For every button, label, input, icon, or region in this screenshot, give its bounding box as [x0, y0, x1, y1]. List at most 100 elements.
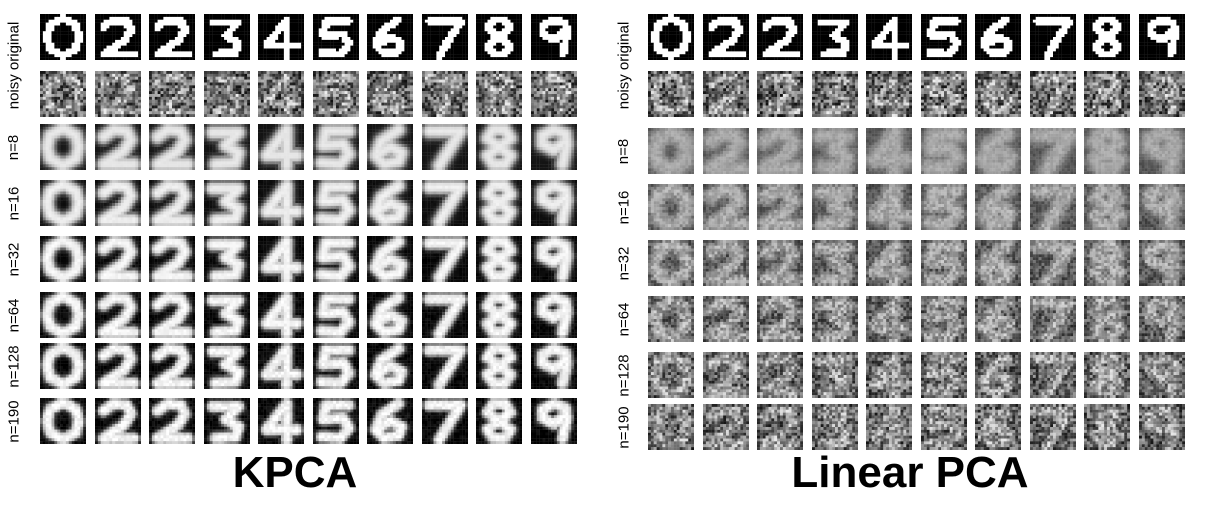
digit-image-2 [94, 398, 141, 444]
digit-image-9 [530, 124, 577, 170]
digit-image-8 [1084, 14, 1130, 60]
row-label-text: n=128 [6, 345, 23, 387]
digit-image-7 [421, 124, 468, 170]
row-label-n-64: n=64 [0, 292, 28, 338]
digit-image-2 [702, 128, 749, 174]
digit-image-6 [975, 184, 1021, 230]
digit-image-2 [757, 296, 803, 342]
row-label-noisy-original: noisy original [610, 14, 638, 117]
digit-image-2 [94, 124, 141, 170]
digit-image-9 [1138, 128, 1185, 174]
row-label-text: n=16 [6, 186, 23, 220]
digit-image-7 [1029, 404, 1076, 450]
digit-image-5 [312, 71, 359, 117]
digit-image-2 [757, 352, 803, 398]
digit-image-5 [312, 292, 359, 338]
digit-image-5 [920, 404, 967, 450]
digit-image-7 [421, 71, 468, 117]
row-label-text: noisy original [6, 22, 23, 110]
digit-image-6 [975, 14, 1021, 60]
digit-image-6 [367, 124, 413, 170]
digit-image-2 [702, 296, 749, 342]
row-label-text: n=64 [6, 298, 23, 332]
row-label-text: n=64 [616, 302, 633, 336]
digit-image-8 [476, 124, 522, 170]
digit-image-8 [1084, 352, 1130, 398]
digit-image-0 [40, 71, 86, 117]
row-label-n-64: n=64 [610, 296, 638, 342]
row-label-text: n=32 [6, 242, 23, 276]
digit-image-0 [648, 184, 694, 230]
digit-image-7 [1029, 128, 1076, 174]
row-label-text: n=16 [616, 190, 633, 224]
digit-image-9 [530, 180, 577, 226]
digit-image-5 [312, 14, 359, 60]
digit-image-7 [1029, 352, 1076, 398]
digit-image-7 [421, 14, 468, 60]
digit-image-6 [367, 343, 413, 389]
digit-image-4 [258, 71, 304, 117]
digit-image-0 [40, 236, 86, 282]
digit-image-6 [975, 352, 1021, 398]
digit-image-2 [702, 14, 749, 60]
digit-image-3 [811, 404, 858, 450]
digit-image-0 [40, 398, 86, 444]
digit-image-4 [258, 14, 304, 60]
digit-image-3 [811, 240, 858, 286]
digit-image-3 [203, 236, 250, 282]
digit-image-0 [40, 180, 86, 226]
row-label-text: n=128 [616, 354, 633, 396]
digit-image-7 [421, 343, 468, 389]
digit-image-5 [312, 236, 359, 282]
digit-image-5 [920, 71, 967, 117]
digit-image-8 [1084, 240, 1130, 286]
digit-image-5 [312, 398, 359, 444]
digit-image-7 [421, 236, 468, 282]
digit-image-2 [149, 343, 195, 389]
digit-image-7 [1029, 14, 1076, 60]
digit-image-9 [1138, 404, 1185, 450]
digit-image-4 [866, 296, 912, 342]
row-label-n-16: n=16 [610, 184, 638, 230]
digit-image-2 [757, 14, 803, 60]
digit-image-7 [1029, 184, 1076, 230]
digit-image-9 [1138, 240, 1185, 286]
panel-kpca: KPCA noisy original n=8 n=16 n=32 n=64 n=128 n… [0, 0, 590, 521]
digit-image-8 [476, 14, 522, 60]
digit-image-8 [476, 292, 522, 338]
digit-image-2 [702, 404, 749, 450]
digit-image-4 [258, 124, 304, 170]
digit-image-6 [367, 398, 413, 444]
digit-image-3 [203, 292, 250, 338]
digit-image-5 [920, 128, 967, 174]
digit-image-9 [1138, 184, 1185, 230]
digit-image-0 [648, 296, 694, 342]
digit-image-2 [702, 184, 749, 230]
digit-image-8 [476, 71, 522, 117]
digit-image-2 [94, 14, 141, 60]
row-label-n-190: n=190 [0, 398, 28, 444]
digit-image-5 [920, 240, 967, 286]
digit-image-0 [648, 71, 694, 117]
digit-image-6 [367, 180, 413, 226]
digit-image-7 [421, 398, 468, 444]
digit-image-6 [975, 71, 1021, 117]
row-label-text: n=8 [5, 134, 22, 159]
digit-image-5 [920, 296, 967, 342]
digit-image-8 [476, 180, 522, 226]
digit-image-6 [975, 404, 1021, 450]
digit-image-4 [866, 14, 912, 60]
row-label-n-32: n=32 [0, 236, 28, 282]
digit-image-2 [757, 71, 803, 117]
digit-image-8 [1084, 71, 1130, 117]
digit-image-2 [149, 180, 195, 226]
digit-image-8 [476, 398, 522, 444]
digit-image-6 [367, 14, 413, 60]
digit-image-8 [1084, 184, 1130, 230]
digit-image-2 [94, 236, 141, 282]
row-label-n-32: n=32 [610, 240, 638, 286]
digit-image-0 [648, 352, 694, 398]
digit-image-2 [94, 180, 141, 226]
digit-image-0 [648, 404, 694, 450]
digit-image-6 [975, 296, 1021, 342]
